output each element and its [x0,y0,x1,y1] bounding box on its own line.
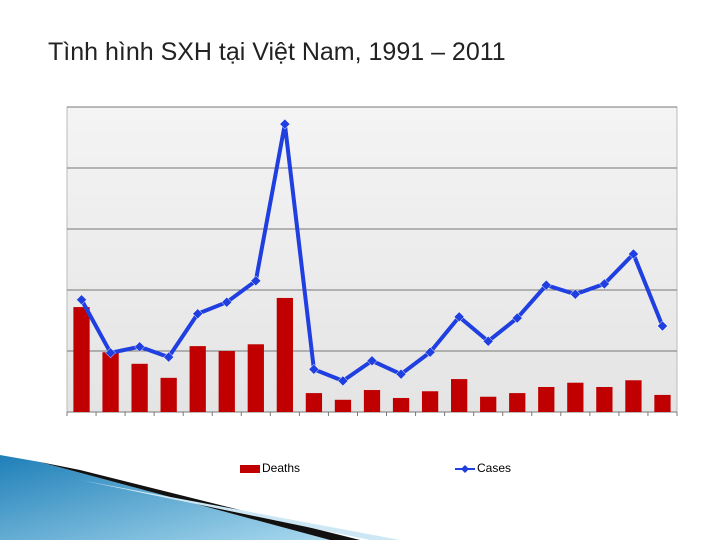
bar [363,390,381,412]
bar [334,399,352,412]
bar [247,344,264,412]
marker [599,278,610,290]
legend-label: Cases [477,461,511,475]
bar [509,393,526,412]
marker [134,341,145,353]
marker [337,375,349,387]
marker [628,248,639,260]
legend-swatch [461,465,469,473]
decoration [80,480,400,540]
bar [421,391,439,412]
bar [160,377,177,412]
bar [305,393,323,412]
bar [276,297,293,412]
bar [131,363,148,412]
marker [163,351,175,363]
marker [308,363,320,375]
bar [73,307,90,412]
bar [189,346,206,412]
marker [76,294,87,306]
marker [540,279,552,291]
bar [480,396,497,412]
bar [625,380,642,412]
marker [105,347,116,359]
legend-label: Deaths [262,461,300,475]
marker [192,308,204,320]
marker [250,275,262,287]
plot-area [66,106,678,413]
bar [451,379,468,412]
bar [218,351,235,412]
marker [366,355,378,367]
marker [453,311,465,323]
marker [395,368,407,380]
bar [392,397,410,412]
legend-swatch [240,465,260,473]
marker [424,346,436,358]
bar [596,386,613,412]
marker [279,118,291,130]
marker [657,320,668,332]
bar [538,386,555,412]
chart-title: Tình hình SXH tại Việt Nam, 1991 – 2011 [48,38,506,66]
bar [654,394,671,412]
bar [567,382,584,412]
marker [482,335,494,347]
marker [511,312,523,324]
bar [102,352,119,412]
marker [569,288,581,300]
marker [221,296,233,308]
